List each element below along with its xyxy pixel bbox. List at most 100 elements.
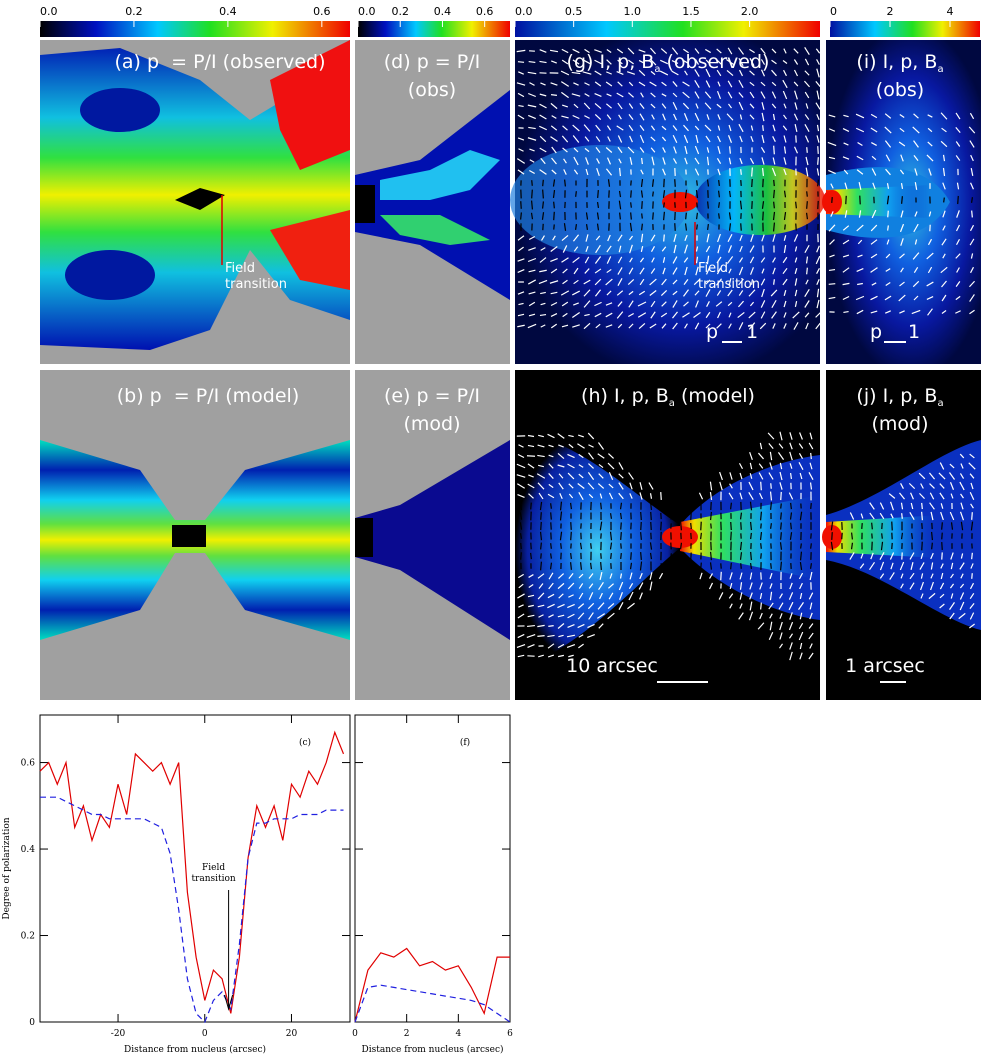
polarization-vector bbox=[550, 291, 558, 295]
polarization-vector bbox=[639, 492, 643, 500]
polarization-vector bbox=[705, 59, 711, 65]
polarization-vector bbox=[562, 125, 568, 131]
polarization-vector bbox=[693, 312, 701, 318]
polarization-vector bbox=[595, 147, 601, 153]
x-tick-label: 0 bbox=[352, 1029, 358, 1039]
polarization-vector bbox=[941, 127, 947, 133]
polarization-vector bbox=[909, 512, 915, 520]
polarization-vector bbox=[843, 310, 849, 314]
polarization-vector bbox=[517, 654, 525, 658]
polarization-vector bbox=[760, 511, 762, 521]
polarization-vector bbox=[908, 482, 916, 490]
polarization-vector bbox=[805, 103, 809, 109]
polarization-vector bbox=[718, 180, 720, 186]
polarization-vector bbox=[748, 289, 756, 297]
polarization-vector bbox=[886, 183, 890, 189]
polarization-vector bbox=[804, 288, 810, 298]
polarization-vector bbox=[548, 483, 554, 489]
polarization-vector bbox=[618, 200, 622, 210]
polarization-vector bbox=[641, 157, 643, 165]
polarization-vector bbox=[567, 603, 575, 609]
polarization-vector bbox=[809, 571, 813, 581]
polarization-vector bbox=[715, 301, 723, 307]
polarization-vector bbox=[594, 268, 602, 274]
polarization-vector bbox=[683, 48, 689, 54]
polarization-vector bbox=[816, 59, 820, 65]
polarization-vector bbox=[518, 444, 524, 448]
polarization-vector bbox=[760, 602, 762, 610]
polarization-vector bbox=[539, 135, 547, 143]
polarization-vector bbox=[583, 279, 591, 285]
polarization-vector bbox=[844, 210, 848, 218]
polarization-vector bbox=[587, 602, 595, 610]
polarization-vector bbox=[749, 256, 755, 264]
polarization-vector bbox=[538, 492, 544, 500]
polarization-vector bbox=[530, 502, 532, 510]
polarization-vector bbox=[955, 253, 961, 259]
polarization-vector bbox=[739, 582, 743, 590]
polarization-vector bbox=[955, 155, 961, 161]
polarization-vector bbox=[899, 310, 905, 314]
polarization-vector bbox=[716, 158, 722, 164]
polarization-vector bbox=[573, 82, 579, 86]
polarization-vector bbox=[539, 531, 543, 541]
polarization-vector bbox=[740, 223, 742, 231]
polarization-vector bbox=[704, 91, 712, 99]
polarization-vector bbox=[960, 573, 964, 579]
polarization-vector bbox=[900, 267, 904, 273]
polarization-vector bbox=[959, 511, 965, 521]
polarization-vector bbox=[516, 49, 526, 53]
polarization-vector bbox=[768, 602, 774, 610]
polarization-vector bbox=[683, 112, 689, 122]
polarization-vector bbox=[684, 70, 688, 76]
polarization-vector bbox=[759, 532, 763, 540]
polarization-vector bbox=[886, 239, 890, 245]
polarization-vector bbox=[955, 310, 961, 314]
polarization-vector bbox=[538, 583, 544, 589]
polarization-vector bbox=[779, 462, 783, 470]
polarization-vector bbox=[929, 502, 935, 510]
polarization-vector bbox=[596, 202, 600, 208]
series-line bbox=[354, 947, 510, 1023]
polarization-vector bbox=[660, 492, 662, 500]
polarization-vector bbox=[547, 643, 555, 649]
title-sub: a bbox=[937, 398, 943, 409]
polarization-vector bbox=[594, 59, 602, 65]
polarization-vector bbox=[761, 157, 765, 165]
polarization-vector bbox=[805, 167, 809, 177]
map-region bbox=[662, 526, 698, 548]
polarization-vector bbox=[578, 643, 584, 649]
polarization-vector bbox=[816, 68, 820, 78]
polarization-vector bbox=[518, 302, 524, 306]
colorbar-tick-label: 0.4 bbox=[219, 5, 237, 18]
polarization-vector bbox=[759, 492, 763, 500]
polarization-vector bbox=[557, 582, 565, 590]
map-region bbox=[172, 525, 206, 547]
polarization-vector bbox=[550, 136, 558, 142]
polarization-vector bbox=[728, 278, 732, 286]
polarization-vector bbox=[913, 140, 919, 148]
polarization-vector bbox=[929, 483, 935, 489]
polarization-vector bbox=[618, 482, 624, 490]
polarization-vector bbox=[568, 483, 574, 489]
polarization-vector bbox=[729, 146, 731, 154]
polarization-vector bbox=[599, 521, 603, 531]
polarization-vector bbox=[956, 182, 960, 190]
polarization-vector bbox=[783, 323, 787, 329]
polarization-vector bbox=[690, 511, 692, 521]
polarization-vector bbox=[650, 125, 656, 131]
polarization-vector bbox=[571, 71, 581, 75]
polarization-vector bbox=[969, 294, 975, 302]
colorbar-tick-label: 0.4 bbox=[434, 5, 452, 18]
polarization-vector bbox=[682, 102, 690, 110]
polarization-vector bbox=[804, 80, 810, 88]
polarization-vector bbox=[649, 493, 653, 499]
series-line bbox=[40, 796, 344, 1024]
polarization-vector bbox=[913, 267, 919, 273]
polarization-vector bbox=[798, 572, 804, 580]
polarization-vector bbox=[748, 481, 754, 491]
polarization-vector bbox=[759, 612, 763, 620]
polarization-vector bbox=[517, 169, 525, 175]
polarization-vector bbox=[651, 156, 655, 166]
polarization-vector bbox=[537, 624, 545, 628]
